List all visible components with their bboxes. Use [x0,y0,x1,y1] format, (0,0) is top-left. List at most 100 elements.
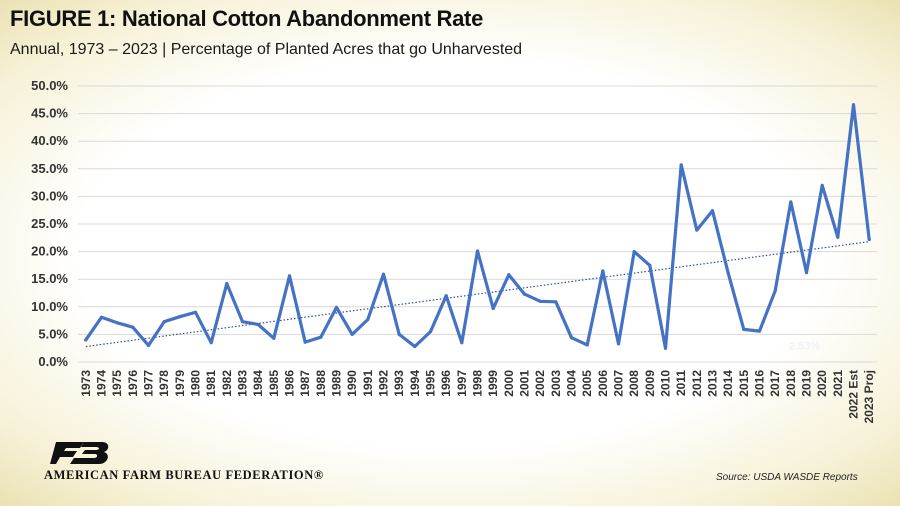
data-point [475,249,480,253]
logo-mark-letters: FB [50,440,52,441]
data-point [648,263,652,267]
x-tick-label: 1993 [392,370,406,397]
x-tick-label: 2009 [643,370,657,397]
x-tick-label: 2013 [706,370,720,397]
data-point [491,306,495,311]
x-tick-label: 2012 [690,370,704,397]
data-point [726,271,730,275]
data-point [710,209,715,213]
y-tick-label: 15.0% [31,271,68,286]
x-tick-label: 1979 [173,370,187,397]
data-point [522,292,527,296]
y-tick-label: 0.0% [38,354,68,369]
x-tick-label: 1983 [236,370,250,397]
x-tick-label: 1977 [142,370,156,397]
x-tick-label: 1988 [314,370,328,397]
x-tick-label: 1982 [220,370,234,397]
x-tick-label: 2008 [627,370,641,397]
data-point [256,322,260,327]
data-point [851,103,856,107]
data-point [413,344,417,349]
x-tick-label: 2011 [674,370,688,396]
data-point [334,305,339,309]
data-point [131,325,135,329]
page-title: FIGURE 1: National Cotton Abandonment Ra… [10,6,484,31]
x-tick-label: 1992 [377,370,391,397]
x-tick-label: 1991 [361,370,375,397]
trend-annotation: 2.53% [789,340,820,352]
data-point [209,341,213,345]
x-tick-label: 1974 [95,370,109,397]
afbf-logo-mark-icon: FB [50,440,109,464]
x-tick-label: 2021 [831,370,845,397]
data-point [99,315,104,319]
x-axis-tick-labels: 1973 1974 1975 1976 1977 1978 1979 1980 1981 1982… [79,370,876,424]
x-tick-label: 1996 [439,370,453,397]
page-subtitle: Annual, 1973 – 2023 | Percentage of Plan… [10,41,523,58]
x-tick-label: 1995 [424,370,438,397]
x-tick-label: 2010 [659,370,673,397]
x-tick-label: 2022 Est [847,370,861,419]
data-point [146,343,151,348]
data-point [162,320,166,324]
y-tick-label: 40.0% [31,133,68,148]
data-point [428,330,433,334]
x-tick-label: 2001 [518,370,532,397]
data-point [757,329,762,333]
data-point [397,332,401,336]
x-tick-label: 2014 [721,370,735,397]
data-point [303,340,307,344]
y-tick-label: 10.0% [31,299,68,314]
x-tick-label: 2003 [549,370,563,397]
x-tick-label: 1980 [189,370,203,397]
afbf-logo: FB AMERICAN FARM BUREAU FEDERATION® [44,440,334,485]
data-point [804,270,809,275]
x-tick-label: 1975 [110,370,124,397]
trend-line [85,241,870,348]
data-point [460,341,464,345]
x-tick-label: 2002 [533,370,547,397]
data-point [287,274,292,278]
x-tick-label: 1999 [486,370,500,397]
data-point [632,250,636,254]
data-points [84,103,871,350]
y-tick-label: 50.0% [31,78,68,93]
data-point [836,235,840,239]
data-point [193,310,198,314]
x-tick-label: 1997 [455,370,469,397]
x-tick-label: 2016 [753,370,767,397]
y-tick-label: 5.0% [38,326,68,341]
x-tick-label: 1981 [204,370,218,397]
data-point [507,273,511,277]
x-tick-label: 1994 [408,370,422,397]
y-tick-label: 30.0% [31,188,68,203]
x-tick-label: 1978 [157,370,171,397]
logo-text: AMERICAN FARM BUREAU FEDERATION® [44,468,324,482]
data-point [366,317,370,322]
data-point [663,346,668,350]
data-point [381,272,386,276]
y-tick-label: 35.0% [31,161,68,176]
x-tick-label: 2000 [502,370,516,397]
data-point [867,237,871,242]
data-point [616,342,621,346]
x-tick-label: 2015 [737,370,751,397]
x-tick-label: 1986 [283,370,297,397]
x-tick-label: 2019 [800,370,814,397]
x-tick-label: 1984 [251,370,265,397]
data-point [272,336,276,340]
data-point [178,315,182,319]
data-point [789,200,793,204]
data-point [695,228,699,232]
y-tick-label: 25.0% [31,216,68,231]
x-tick-label: 2017 [768,370,782,397]
data-point [444,294,448,298]
x-tick-label: 1989 [330,370,344,397]
x-tick-label: 1987 [298,370,312,397]
x-tick-label: 2005 [580,370,594,397]
x-tick-label: 1973 [79,370,93,397]
x-tick-label: 1990 [345,370,359,397]
y-tick-label: 20.0% [31,244,68,259]
data-point [742,327,746,332]
data-point [240,320,245,324]
